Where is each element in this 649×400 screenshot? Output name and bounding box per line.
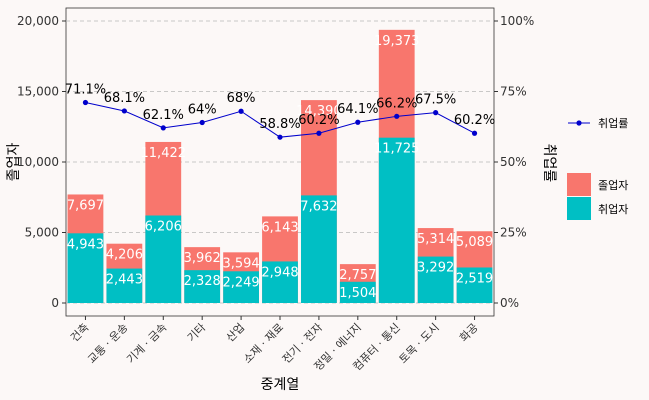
employment-rate-label: 66.2% xyxy=(376,96,417,111)
employment-rate-label: 68.1% xyxy=(104,91,145,106)
y-tick-label: 20,000 xyxy=(17,14,59,28)
y-axis-title: 졸업자 xyxy=(6,143,22,182)
legend-label-graduates: 졸업자 xyxy=(598,179,628,192)
employment-rate-point xyxy=(82,99,89,106)
bar-label-employed: 6,206 xyxy=(145,219,182,234)
bar-label-employed: 2,519 xyxy=(456,271,493,286)
bar-employed xyxy=(301,195,337,303)
bar-employed xyxy=(184,270,221,303)
x-tick-label: 기타 xyxy=(185,321,209,345)
bar-employed xyxy=(106,268,143,303)
bar-label-employed: 3,292 xyxy=(417,261,454,276)
bar-label-employed: 2,443 xyxy=(106,273,143,288)
legend-swatch-employed xyxy=(567,197,591,220)
bar-label-graduates: 19,373 xyxy=(374,34,420,49)
bar-label-graduates: 3,594 xyxy=(222,256,259,271)
x-tick-label: 소재 · 재료 xyxy=(241,321,286,366)
bar-employed xyxy=(339,281,376,303)
bar-label-employed: 2,948 xyxy=(261,265,298,280)
employment-rate-point xyxy=(355,119,361,125)
bar-label-graduates: 7,697 xyxy=(67,198,104,213)
employment-rate-label: 58.8% xyxy=(259,117,300,132)
y2-tick-label: 50% xyxy=(500,155,527,169)
y2-axis-title: 취업률 xyxy=(541,144,557,183)
bar-label-graduates: 6,143 xyxy=(261,220,298,235)
employment-rate-label: 67.5% xyxy=(415,93,456,108)
bar-employed xyxy=(67,233,104,303)
bar-label-graduates: 3,962 xyxy=(184,251,221,266)
y2-tick-label: 25% xyxy=(500,226,527,240)
y2-tick-label: 0% xyxy=(500,296,519,310)
x-tick-label: 산업 xyxy=(224,321,248,345)
y-tick-label: 10,000 xyxy=(17,155,59,169)
legend-label-rate: 취업률 xyxy=(598,117,628,130)
bar-label-employed: 4,943 xyxy=(67,237,104,252)
bar-label-employed: 2,328 xyxy=(184,274,221,289)
employment-rate-point xyxy=(199,119,205,126)
y-tick-label: 15,000 xyxy=(17,85,59,99)
y-tick-label: 5,000 xyxy=(25,226,59,240)
employment-rate-label: 62.1% xyxy=(143,108,184,123)
bar-label-graduates: 5,314 xyxy=(417,232,454,247)
employment-rate-label: 68% xyxy=(227,91,256,106)
bar-employed xyxy=(417,256,454,303)
bar-employed xyxy=(145,215,182,303)
bar-label-employed: 7,632 xyxy=(300,199,337,214)
bar-employed xyxy=(456,267,493,303)
employment-rate-point xyxy=(121,108,127,114)
y2-tick-label: 75% xyxy=(500,85,527,99)
bar-employed xyxy=(262,261,298,303)
x-tick-label: 화공 xyxy=(457,321,481,345)
bar-label-graduates: 11,422 xyxy=(141,146,187,161)
bar-label-graduates: 4,206 xyxy=(106,248,143,263)
employment-rate-label: 64% xyxy=(188,103,217,118)
employment-rate-label: 60.2% xyxy=(454,113,495,128)
employment-rate-label: 64.1% xyxy=(337,102,378,117)
employment-rate-point xyxy=(277,134,283,140)
employment-rate-point xyxy=(433,110,439,116)
bar-label-employed: 11,725 xyxy=(374,142,420,157)
employment-rate-point xyxy=(316,130,322,136)
employment-rate-label: 60.2% xyxy=(298,113,339,128)
bar-label-graduates: 5,089 xyxy=(456,235,493,250)
bar-employed xyxy=(378,137,415,303)
bar-label-graduates: 2,757 xyxy=(339,268,376,283)
x-tick-label: 토목 · 도시 xyxy=(397,321,442,366)
x-tick-label: 교통 · 운송 xyxy=(85,321,130,366)
x-axis-title: 중계열 xyxy=(261,377,300,393)
legend-line-marker xyxy=(576,120,582,126)
bar-label-employed: 1,504 xyxy=(339,286,376,301)
employment-rate-point xyxy=(160,125,166,131)
bar-label-employed: 2,249 xyxy=(222,275,259,290)
bar-label-graduates: 14,390 xyxy=(296,104,342,119)
y-tick-label: 0 xyxy=(51,296,59,310)
x-tick-label: 기계 · 금속 xyxy=(124,321,169,366)
legend-swatch-graduates xyxy=(567,173,591,196)
legend-label-employed: 취업자 xyxy=(598,203,628,216)
x-tick-label: 건축 xyxy=(68,321,92,345)
employment-rate-point xyxy=(238,108,244,114)
employment-rate-label: 71.1% xyxy=(65,82,106,97)
bar-employed xyxy=(223,271,259,303)
y2-tick-label: 100% xyxy=(500,14,534,28)
employment-rate-point xyxy=(471,130,478,136)
employment-rate-point xyxy=(394,113,400,119)
